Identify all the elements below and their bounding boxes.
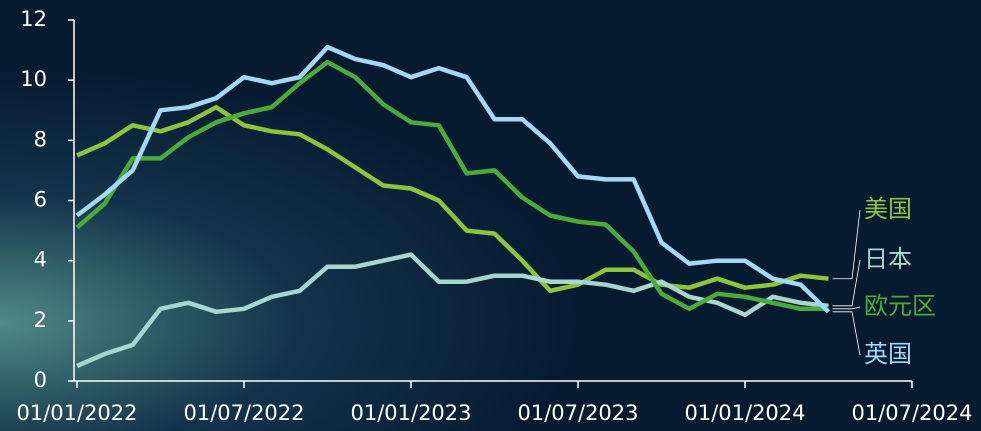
y-tick-label: 6	[34, 188, 47, 212]
x-tick-label: 01/01/2023	[350, 401, 471, 425]
y-tick-label: 12	[20, 7, 47, 31]
leader-line	[832, 306, 861, 310]
y-tick-label: 10	[20, 67, 47, 91]
series-line	[75, 44, 831, 314]
series-line	[75, 59, 829, 312]
y-tick-label: 8	[34, 127, 47, 151]
series-line	[76, 104, 829, 294]
legend-label: 日本	[864, 245, 912, 273]
legend-label: 美国	[864, 195, 912, 223]
x-tick-label: 01/01/2022	[16, 401, 137, 425]
y-tick-label: 4	[34, 248, 47, 272]
y-tick-label: 0	[34, 368, 47, 392]
legend-label: 英国	[864, 340, 912, 368]
leader-line	[832, 311, 861, 356]
x-tick-label: 01/07/2024	[851, 401, 972, 425]
x-tick-label: 01/07/2022	[183, 401, 304, 425]
leader-line	[832, 209, 861, 280]
legend-label: 欧元区	[864, 292, 936, 320]
y-tick-label: 2	[34, 308, 47, 332]
leader-line	[832, 259, 861, 307]
x-tick-label: 01/07/2023	[517, 401, 638, 425]
x-tick-label: 01/01/2024	[684, 401, 805, 425]
